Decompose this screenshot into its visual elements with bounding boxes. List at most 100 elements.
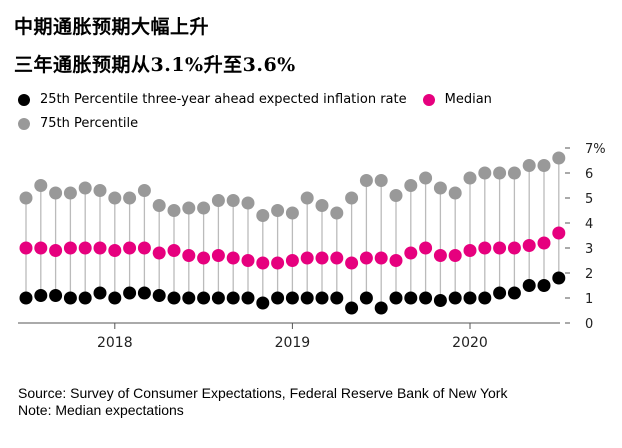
point-75th <box>211 194 225 207</box>
point-25th <box>493 286 507 300</box>
legend-label-75th: 75th Percentile <box>40 116 139 131</box>
point-75th <box>493 166 507 180</box>
point-75th <box>49 186 63 200</box>
point-75th <box>315 199 329 212</box>
point-25th <box>552 271 566 285</box>
point-75th <box>182 201 196 215</box>
point-median <box>256 256 270 270</box>
point-75th <box>19 191 33 205</box>
point-25th <box>419 291 433 305</box>
point-25th <box>463 291 477 305</box>
legend-label-median: Median <box>444 92 492 107</box>
point-75th <box>359 174 373 187</box>
point-median <box>137 241 151 255</box>
y-tick-label: 3 <box>585 242 593 257</box>
y-tick-label: 7% <box>585 142 606 157</box>
point-25th <box>256 296 270 310</box>
point-median <box>493 241 507 255</box>
point-75th <box>256 209 270 222</box>
point-median <box>300 251 314 265</box>
point-25th <box>300 291 314 305</box>
point-median <box>315 251 329 265</box>
point-25th <box>330 291 344 305</box>
point-median <box>19 241 33 255</box>
source-note: Source: Survey of Consumer Expectations,… <box>18 385 508 401</box>
point-75th <box>463 171 477 185</box>
legend-dot-25th <box>18 93 30 106</box>
point-25th <box>211 291 225 305</box>
y-tick-label: 4 <box>585 217 593 232</box>
x-tick-label: 2020 <box>452 335 488 351</box>
point-25th <box>241 291 255 305</box>
legend-item-25th: 25th Percentile three-year ahead expecte… <box>18 92 407 107</box>
point-75th <box>93 184 107 197</box>
legend-dot-75th <box>18 117 30 130</box>
point-25th <box>19 291 33 305</box>
point-median <box>123 241 137 255</box>
point-75th <box>345 191 359 205</box>
point-median <box>552 226 566 240</box>
point-25th <box>389 291 403 305</box>
point-median <box>152 246 166 260</box>
point-25th <box>271 291 285 305</box>
point-median <box>537 236 551 250</box>
point-25th <box>359 291 373 305</box>
y-tick-label: 2 <box>585 267 593 282</box>
point-median <box>404 246 418 260</box>
point-median <box>463 244 477 257</box>
point-75th <box>478 166 492 180</box>
point-75th <box>330 206 344 220</box>
point-75th <box>522 159 536 172</box>
point-median <box>182 249 196 262</box>
point-75th <box>537 159 551 172</box>
point-25th <box>197 291 211 305</box>
point-25th <box>537 279 551 292</box>
point-25th <box>63 291 77 305</box>
point-75th <box>300 191 314 205</box>
point-25th <box>448 291 462 305</box>
point-median <box>285 254 299 267</box>
y-tick-label: 0 <box>585 317 593 332</box>
point-25th <box>152 289 166 302</box>
point-25th <box>285 291 299 305</box>
point-25th <box>315 291 329 305</box>
point-75th <box>419 171 433 185</box>
point-median <box>522 239 536 252</box>
legend-row-2: 75th Percentile <box>18 116 154 131</box>
point-25th <box>78 291 92 305</box>
point-75th <box>167 204 181 217</box>
point-25th <box>433 294 447 307</box>
footnote: Note: Median expectations <box>18 402 184 418</box>
point-25th <box>167 291 181 305</box>
point-75th <box>197 201 211 215</box>
point-median <box>330 251 344 265</box>
point-75th <box>78 181 92 195</box>
point-median <box>34 241 48 255</box>
point-25th <box>478 291 492 305</box>
point-25th <box>507 286 521 300</box>
point-median <box>419 241 433 255</box>
point-median <box>49 244 63 257</box>
point-75th <box>374 174 388 187</box>
y-tick-label: 5 <box>585 192 593 207</box>
point-median <box>78 241 92 255</box>
point-median <box>507 241 521 255</box>
point-25th <box>182 291 196 305</box>
point-median <box>167 244 181 257</box>
point-median <box>345 256 359 270</box>
point-75th <box>404 179 418 192</box>
point-median <box>108 244 122 257</box>
chart-subtitle: 三年通胀预期从3.1%升至3.6% <box>14 54 296 76</box>
point-median <box>93 241 107 255</box>
point-median <box>478 241 492 255</box>
point-25th <box>345 301 359 315</box>
point-median <box>63 241 77 255</box>
point-75th <box>226 194 240 207</box>
point-25th <box>226 291 240 305</box>
legend-item-75th: 75th Percentile <box>18 116 138 131</box>
point-75th <box>152 199 166 212</box>
point-25th <box>49 289 63 302</box>
point-median <box>197 251 211 265</box>
point-median <box>211 249 225 262</box>
